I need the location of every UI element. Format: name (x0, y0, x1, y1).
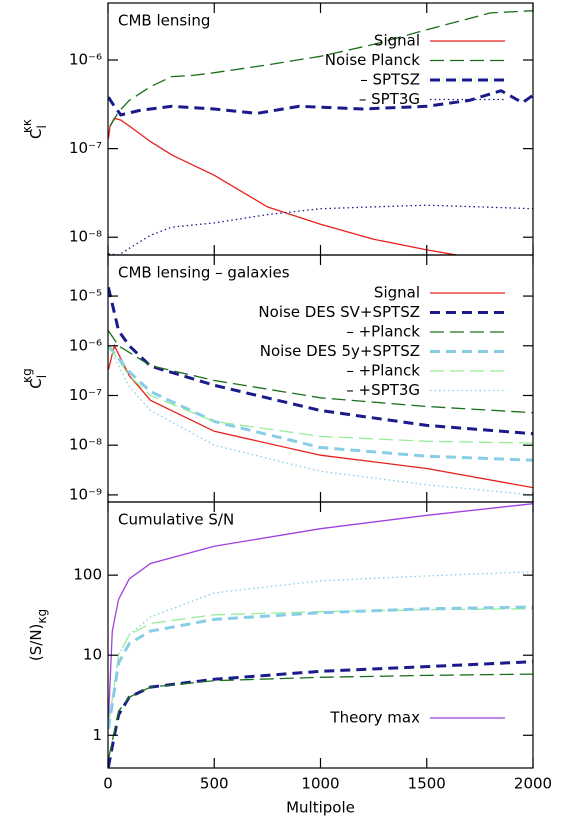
series-line (109, 10, 533, 127)
plot-frame (107, 254, 534, 503)
x-tick-label: 1500 (408, 775, 446, 793)
y-tick-label: 10⁻⁷ (69, 139, 102, 157)
plot-frame (107, 501, 534, 769)
legend-label: Signal (374, 284, 420, 302)
x-tick-label: 0 (103, 775, 113, 793)
y-tick-label: 10⁻⁵ (69, 287, 102, 305)
y-axis-label-part: l (35, 125, 49, 128)
panel-title: CMB lensing – galaxies (118, 264, 290, 282)
legend-label: Noise Planck (325, 51, 421, 69)
x-tick-label: 2000 (514, 775, 552, 793)
y-tick-label: 10⁻⁶ (69, 336, 102, 354)
legend-label: Signal (374, 32, 420, 50)
y-axis-label: Clκκ (20, 119, 49, 139)
legend-label: Noise DES SV+SPTSZ (258, 303, 420, 321)
y-axis-label-part: C (27, 378, 45, 388)
x-axis-label: Multipole (286, 799, 355, 817)
series-line (108, 673, 533, 760)
series-line (108, 204, 533, 255)
y-axis-label-part: C (27, 129, 45, 139)
panel-title: CMB lensing (118, 12, 210, 30)
legend-label: Noise DES 5y+SPTSZ (260, 342, 420, 360)
y-axis-label: (S/N)κg (27, 609, 49, 661)
legend-label: – +Planck (346, 323, 420, 341)
panel-title: Cumulative S/N (118, 511, 234, 529)
y-tick-label: 10⁻⁹ (69, 485, 102, 503)
series-line (108, 345, 533, 496)
series-line (108, 605, 533, 730)
y-tick-label: 10⁻⁸ (69, 228, 102, 246)
y-axis-label-part: κκ (20, 119, 34, 133)
legend-label: Theory max (329, 709, 420, 727)
series-line (108, 344, 533, 462)
series-line (108, 345, 533, 444)
x-tick-label: 1000 (301, 775, 339, 793)
y-tick-label: 10⁻⁶ (69, 51, 102, 69)
series-line (108, 330, 533, 414)
y-tick-label: 10 (83, 646, 102, 664)
series-line (108, 571, 533, 727)
series-line (108, 503, 533, 722)
y-axis-label-part: l (35, 375, 49, 378)
x-tick-label: 500 (200, 775, 229, 793)
series-line (108, 117, 457, 255)
y-axis-label-part: κg (35, 609, 49, 624)
y-axis-label: Clκg (20, 368, 49, 389)
legend-label: – SPT3G (359, 90, 420, 108)
series-line (108, 89, 533, 117)
y-tick-label: 1 (92, 726, 102, 744)
y-axis-label-part: (S/N) (27, 624, 45, 662)
legend-label: – +SPT3G (346, 381, 420, 399)
series-line (108, 608, 533, 727)
legend-label: – SPTSZ (360, 71, 420, 89)
legend-label: – +Planck (346, 362, 420, 380)
y-tick-label: 100 (73, 566, 102, 584)
y-axis-label-part: κg (20, 368, 34, 383)
series-line (108, 343, 533, 489)
y-tick-label: 10⁻⁸ (69, 436, 102, 454)
y-tick-label: 10⁻⁷ (69, 386, 102, 404)
series-line (108, 286, 533, 436)
